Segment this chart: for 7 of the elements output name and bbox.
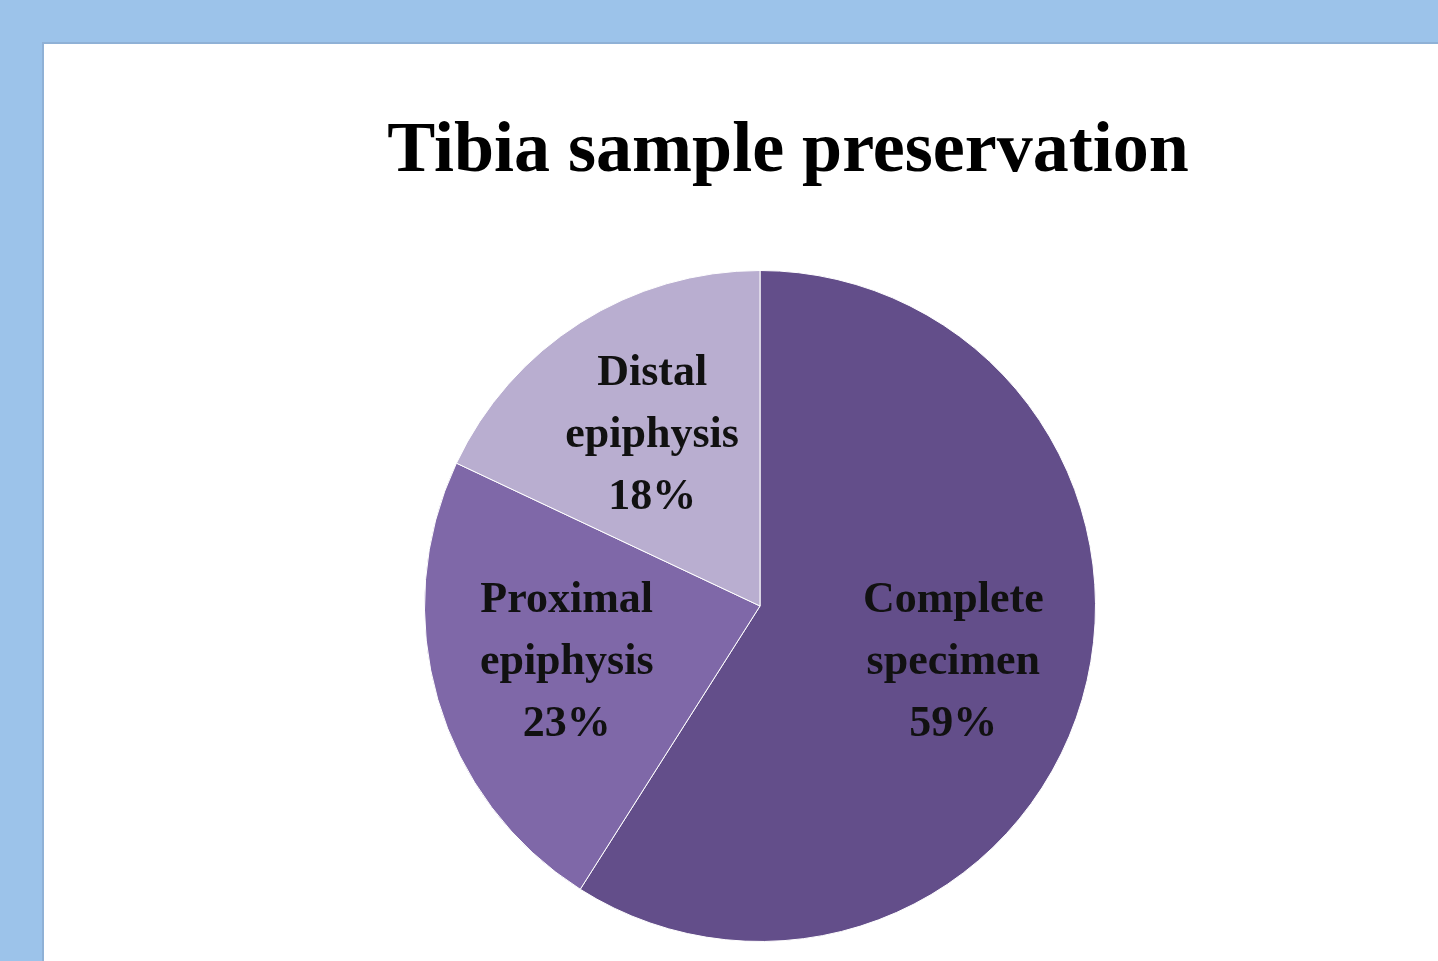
chart-title: Tibia sample preservation: [387, 106, 1189, 187]
slice-label: Proximal epiphysis: [479, 572, 654, 684]
data-label: 18%: [608, 470, 697, 520]
data-label: 23%: [522, 696, 611, 746]
data-label: 59%: [909, 696, 998, 746]
slice-label: Distal epiphysis: [565, 346, 739, 458]
slice-label: Complete specimen: [862, 572, 1044, 684]
